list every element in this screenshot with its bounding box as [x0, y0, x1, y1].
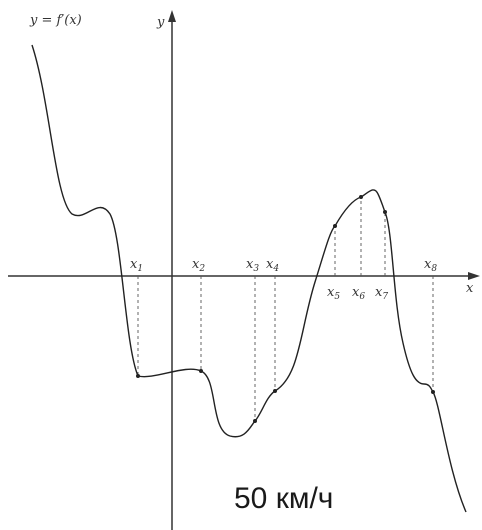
- label-x7: x7: [375, 285, 388, 302]
- label-x8: x8: [424, 257, 437, 274]
- x-axis-arrow: [468, 272, 480, 280]
- label-x6: x6: [352, 285, 365, 302]
- curve-points: [136, 195, 435, 423]
- label-x4: x4: [266, 257, 279, 274]
- label-x5: x5: [327, 285, 340, 302]
- function-label: y = f′(x): [29, 13, 82, 28]
- y-axis-arrow: [168, 10, 176, 22]
- label-x2: x2: [192, 257, 205, 274]
- label-x1: x1: [130, 257, 143, 274]
- x-axis-label: x: [466, 281, 474, 296]
- point-labels: x1 x2 x3 x4 x5 x6 x7 x8: [130, 257, 437, 302]
- derivative-curve: [31, 44, 467, 513]
- dashed-guides: [137, 197, 434, 421]
- y-axis-label: y: [156, 15, 165, 30]
- speed-caption: 50 км/ч: [234, 482, 334, 515]
- label-x3: x3: [246, 257, 259, 274]
